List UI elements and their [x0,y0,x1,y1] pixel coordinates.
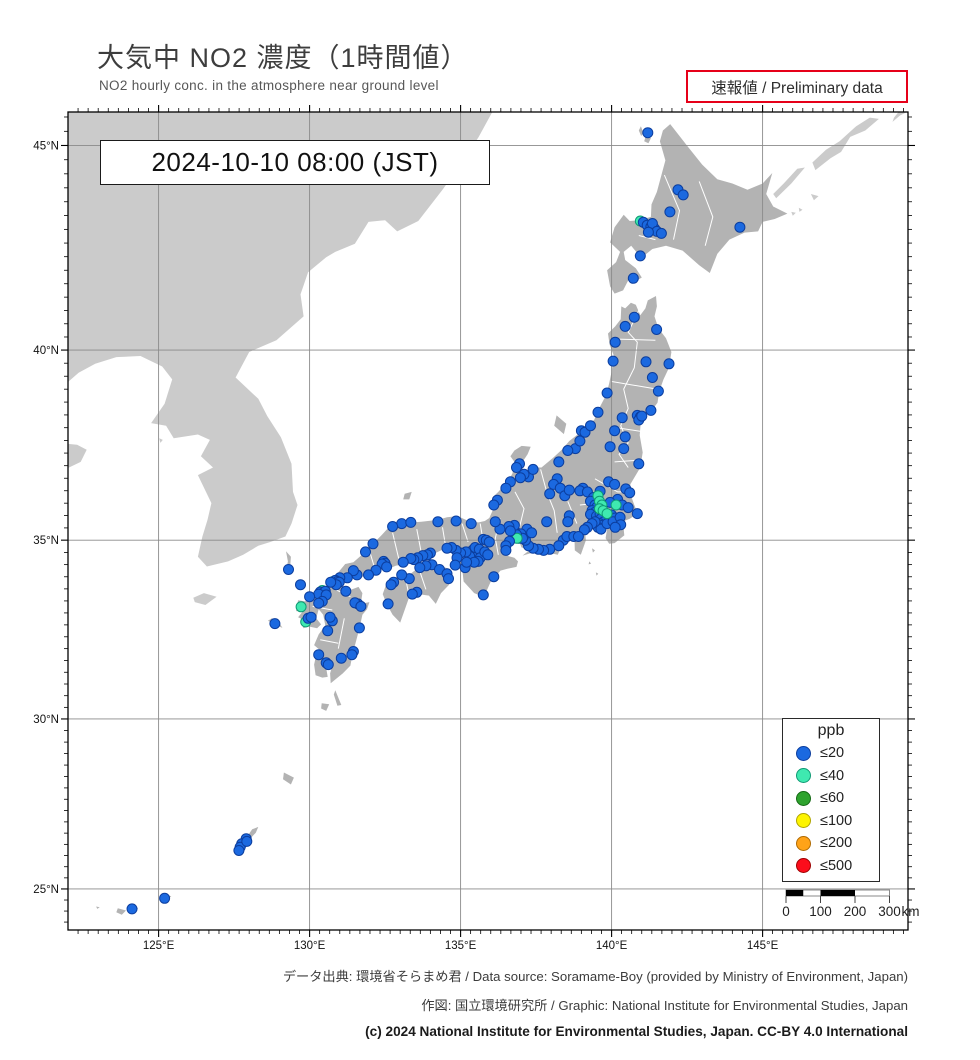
legend-swatch-icon [796,790,811,806]
legend-item-label: ≤200 [820,835,853,852]
preliminary-data-badge: 速報値 / Preliminary data [686,70,908,103]
legend-title: ppb [817,722,845,739]
preliminary-data-label: 速報値 / Preliminary data [711,79,883,97]
svg-text:45°N: 45°N [33,140,59,152]
legend: ppb ≤20 ≤40 ≤60 ≤100 ≤200 ≤500 [782,718,880,882]
svg-text:140°E: 140°E [596,940,628,952]
legend-item: ≤100 [783,810,879,833]
legend-item: ≤60 [783,787,879,810]
svg-text:300: 300 [878,904,901,919]
footer-graphic: 作図: 国立環境研究所 / Graphic: National Institut… [421,998,908,1013]
svg-text:200: 200 [844,904,867,919]
svg-text:100: 100 [809,904,832,919]
legend-swatch-icon [796,768,811,784]
svg-text:145°E: 145°E [747,940,779,952]
legend-item-label: ≤100 [820,812,853,829]
legend-item: ≤500 [783,855,879,878]
svg-text:125°E: 125°E [143,940,175,952]
svg-text:130°E: 130°E [294,940,326,952]
legend-item: ≤200 [783,832,879,855]
footer-copyright: (c) 2024 National Institute for Environm… [365,1024,908,1039]
page-title: 大気中 NO2 濃度（1時間値） [97,43,469,73]
legend-item-label: ≤20 [820,745,845,762]
footer-datasource: データ出典: 環境省そらまめ君 / Data source: Soramame-… [282,969,908,984]
svg-text:30°N: 30°N [33,714,59,726]
legend-item: ≤40 [783,765,879,788]
svg-text:35°N: 35°N [33,535,59,547]
legend-item-label: ≤40 [820,767,845,784]
legend-swatch-icon [796,835,811,851]
svg-text:135°E: 135°E [445,940,477,952]
page-subtitle: NO2 hourly conc. in the atmosphere near … [99,78,439,93]
svg-text:km: km [902,904,920,919]
timestamp-label: 2024-10-10 08:00 (JST) [151,147,439,177]
svg-text:0: 0 [782,904,790,919]
legend-swatch-icon [796,858,811,874]
legend-item-label: ≤60 [820,790,845,807]
legend-item: ≤20 [783,742,879,765]
legend-items: ≤20 ≤40 ≤60 ≤100 ≤200 ≤500 [783,742,879,877]
timestamp-box: 2024-10-10 08:00 (JST) [100,140,490,185]
svg-text:40°N: 40°N [33,345,59,357]
legend-item-label: ≤500 [820,857,853,874]
legend-swatch-icon [796,813,811,829]
legend-swatch-icon [796,745,811,761]
svg-text:25°N: 25°N [33,884,59,896]
